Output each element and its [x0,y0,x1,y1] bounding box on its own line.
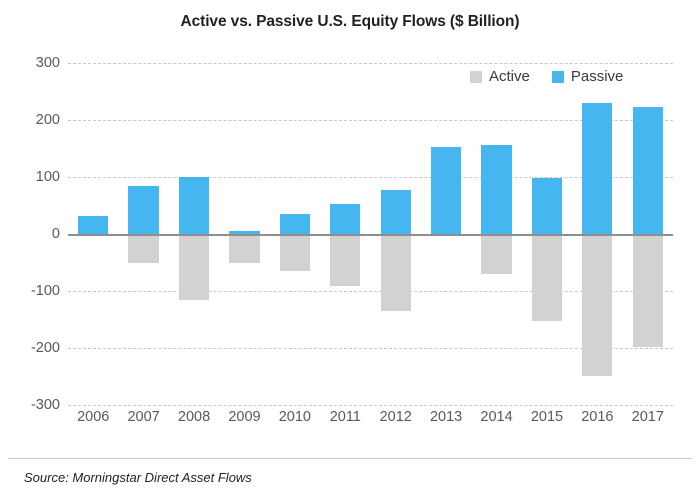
x-axis-tick-label: 2011 [329,409,361,425]
plot-area [68,63,673,406]
x-axis-tick-label: 2013 [429,409,463,425]
bar-group [118,63,168,405]
y-axis-tick-label: 0 [51,226,60,242]
legend-item-passive[interactable]: Passive [551,68,624,85]
bar-active-2011[interactable] [330,234,361,287]
x-axis-tick-label: 2008 [177,409,211,425]
bar-passive-2014[interactable] [481,144,512,234]
bar-active-2008[interactable] [178,234,210,300]
bar-group [471,63,521,405]
x-axis-labels: 2006 2007 2008 2009 2010 2011 2012 2013 2014 2015… [68,409,673,439]
bar-group [623,63,673,405]
bar-passive-2008[interactable] [178,177,210,234]
bar-passive-2011[interactable] [330,204,361,234]
legend-swatch-icon [551,70,564,83]
bar-active-2007[interactable] [128,234,159,263]
x-axis-tick-label: 2012 [379,409,412,425]
bar-groups [68,63,673,405]
legend-label: Active [489,68,530,85]
bar-group [320,63,370,405]
bar-active-2016[interactable] [582,234,613,376]
bar-passive-2015[interactable] [531,178,563,234]
y-axis-tick-label: -100 [30,283,60,299]
legend-label: Passive [570,68,624,85]
bar-group [371,63,421,405]
legend-item-active[interactable]: Active [470,68,530,85]
gridline [68,405,673,406]
y-axis-tick-label: -200 [30,340,60,356]
gridline [68,120,673,121]
bar-group [219,63,269,405]
gridline [68,291,673,292]
y-axis-tick-label: -300 [30,397,60,413]
bar-active-2010[interactable] [279,234,310,272]
gridline [68,63,673,64]
bar-active-2009[interactable] [229,234,260,263]
x-axis-tick-label: 2007 [127,409,160,425]
bar-active-2012[interactable] [380,234,411,311]
bar-passive-2007[interactable] [128,185,159,234]
legend-swatch-icon [470,70,482,83]
bar-passive-2009[interactable] [229,231,260,234]
bar-group [169,63,219,405]
bar-passive-2016[interactable] [582,103,613,234]
gridlines [68,63,673,406]
chart-title: Active vs. Passive U.S. Equity Flows ($ … [180,13,520,30]
zero-axis-line [68,234,673,236]
bar-passive-2017[interactable] [632,107,663,234]
bar-active-2017[interactable] [632,234,663,347]
bar-group [522,63,572,405]
x-axis-tick-label: 2010 [278,409,312,425]
bar-active-2015[interactable] [531,234,563,321]
y-axis-tick-label: 300 [35,55,60,71]
bar-group [572,63,622,405]
x-axis-tick-label: 2009 [228,409,261,425]
bar-passive-2010[interactable] [279,214,310,234]
bar-group [270,63,320,405]
chart-legend: Active Passive [470,68,623,85]
x-axis-tick-label: 2015 [530,409,564,425]
y-axis-labels: 300 200 100 0 -100 -200 -300 [8,55,60,413]
bar-active-2014[interactable] [481,234,512,274]
gridline [68,348,673,349]
x-axis-tick-label: 2016 [581,409,614,425]
bar-passive-2006[interactable] [78,216,109,234]
x-axis-tick-label: 2017 [631,409,664,425]
x-axis-tick-label: 2006 [77,409,110,425]
bar-group [421,63,471,405]
gridline [68,177,673,178]
y-axis-tick-label: 100 [35,169,60,185]
x-axis-tick-label: 2014 [480,409,513,425]
bar-passive-2012[interactable] [380,189,411,234]
footer-divider [8,458,692,459]
bar-passive-2013[interactable] [430,146,462,234]
source-note: Source: Morningstar Direct Asset Flows [24,470,252,485]
y-axis-tick-label: 200 [35,112,60,128]
